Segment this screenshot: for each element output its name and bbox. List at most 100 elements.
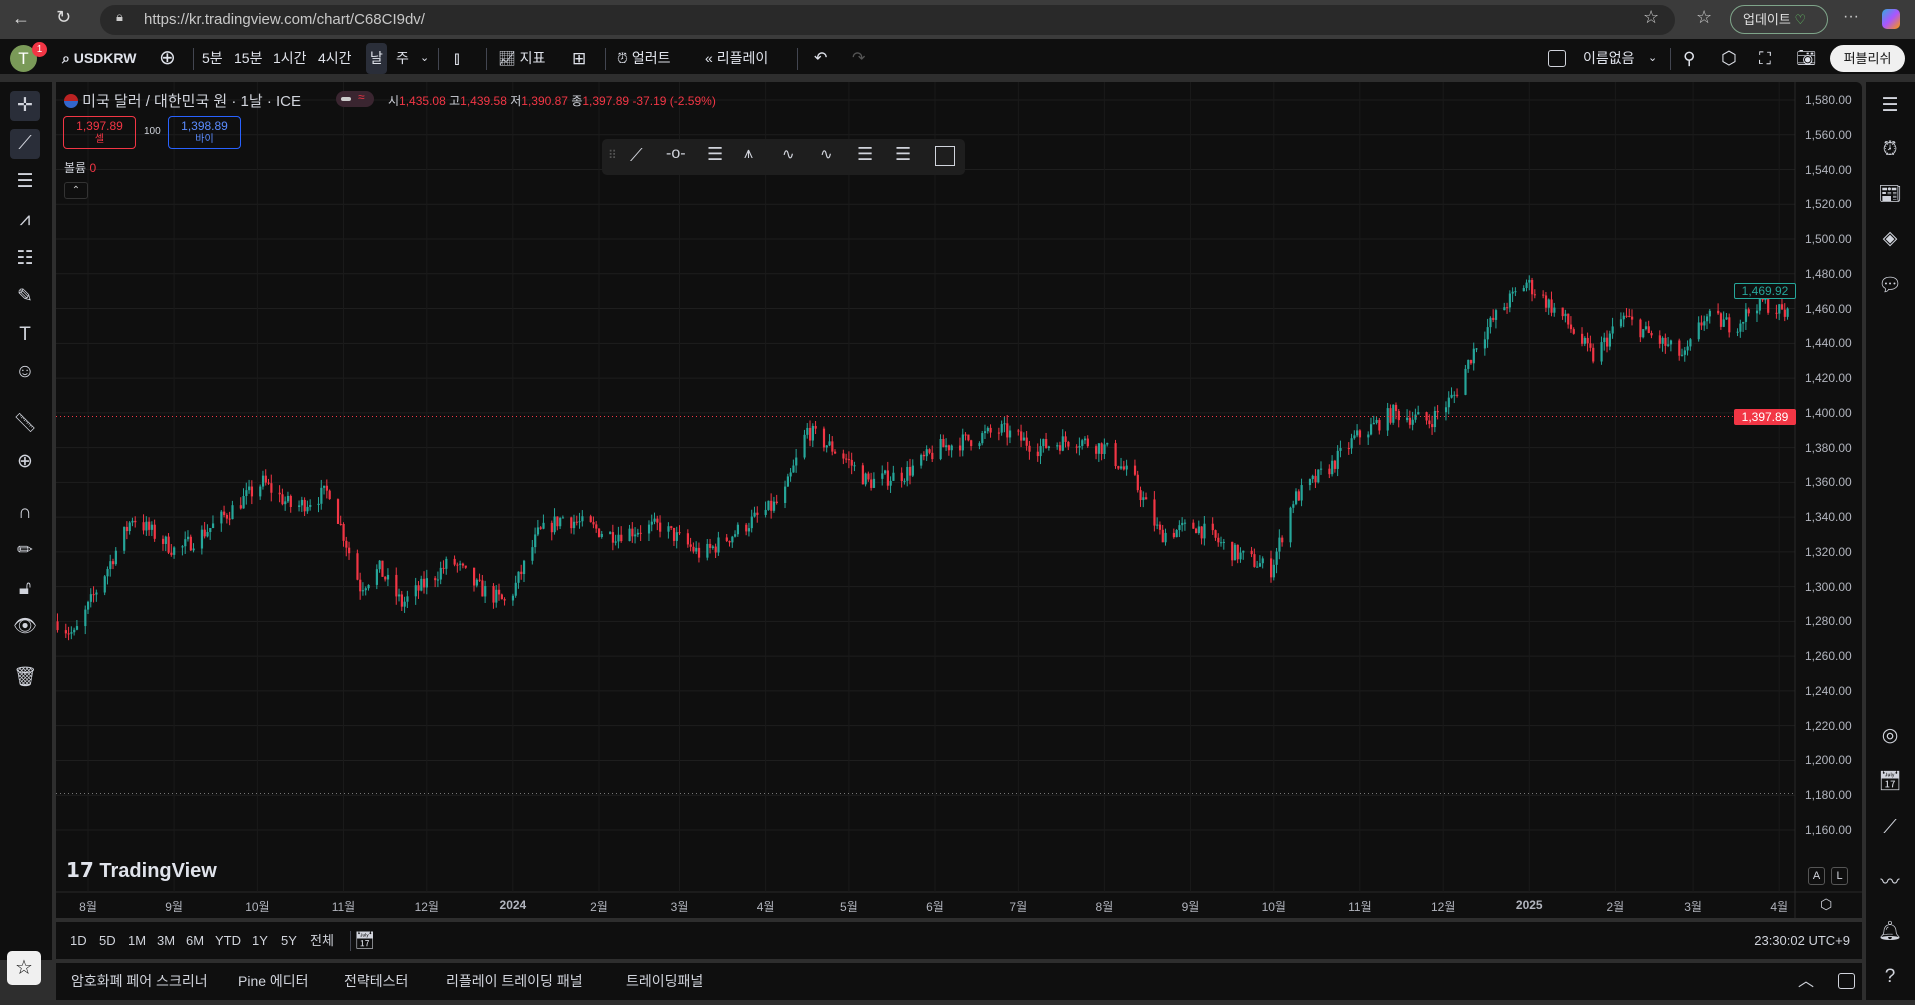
bottom-tab[interactable]: 전략테스터 [344,973,409,989]
range-6M[interactable]: 6M [186,933,205,948]
crosshair-icon[interactable]: ✛ [10,91,40,121]
bell-icon[interactable]: 🔔︎ [1877,921,1903,942]
bottom-tab[interactable]: 암호화폐 페어 스크리너 [71,973,208,989]
range-1Y[interactable]: 1Y [252,933,268,948]
address-bar[interactable]: https://kr.tradingview.com/chart/C68CI9d… [100,5,1675,35]
templates-grid-icon[interactable]: ⊞ [572,49,587,68]
goto-date-icon[interactable]: 📅︎ [354,931,376,950]
maximize-panel-icon[interactable] [1838,973,1855,989]
auto-scale-button[interactable]: A [1808,867,1825,885]
favorites-icon[interactable]: ☆ [1696,7,1713,27]
chat-icon[interactable]: 💬︎ [1877,275,1903,296]
interval-1w[interactable]: 주 [396,50,409,66]
reload-icon[interactable]: ↻ [56,7,72,27]
interval-5m[interactable]: 5분 [202,50,223,66]
abc-pattern-icon[interactable]: ∿ [820,146,833,163]
brush-icon[interactable]: ✎ [17,286,33,307]
range-5Y[interactable]: 5Y [281,933,297,948]
bottom-tab[interactable]: 트레이딩패널 [626,973,704,989]
compare-plus-icon[interactable]: ⊕ [159,47,176,69]
publish-button[interactable]: 퍼블리쉬 [1830,45,1905,72]
redo-icon[interactable]: ↷ [852,50,866,67]
fib-icon[interactable]: ☰ [16,171,34,192]
buy-button[interactable]: 1,398.89 바이 [168,116,241,149]
trend-line-icon[interactable]: ⟋ [10,129,40,159]
ruler-icon[interactable]: 📏︎ [12,413,38,434]
alert-button[interactable]: ⏰︎ 얼러트 [617,39,670,78]
fib-extension-icon[interactable]: ☰ [895,144,912,164]
symbol-title[interactable]: 미국 달러 / 대한민국 원 · 1날 · ICE [64,90,301,111]
bottom-tab[interactable]: 리플레이 트레이딩 패널 [446,973,583,989]
more-icon[interactable]: ··· [1843,8,1859,25]
range-5D[interactable]: 5D [99,933,116,948]
camera-icon[interactable]: 📷︎ [1796,50,1817,67]
undo-icon[interactable]: ↶ [814,50,828,67]
clock[interactable]: 23:30:02 UTC+9 [1754,933,1850,948]
calendar-icon[interactable]: 📅︎ [1877,771,1903,792]
target-icon[interactable]: ◎ [1881,725,1899,746]
volume-legend[interactable]: 볼륨 0 [64,159,96,176]
elliott-wave-icon[interactable]: ∿ [782,146,795,163]
favorite-star-icon[interactable]: ☆ [1643,7,1660,27]
range-3M[interactable]: 3M [157,933,176,948]
quick-search-icon[interactable]: ⚲ [1683,49,1696,68]
interval-1d[interactable]: 날 [366,43,387,74]
range-1D[interactable]: 1D [70,933,87,948]
trash-icon[interactable]: 🗑︎ [12,667,38,688]
stream-icon[interactable]: 〰 [1880,872,1900,893]
replay-button[interactable]: « 리플레이 [705,39,768,78]
copilot-icon[interactable] [1882,9,1900,29]
collapse-legend-button[interactable]: ⌃ [64,182,88,199]
axis-settings-icon[interactable]: ⬡ [1820,896,1833,912]
fullscreen-icon[interactable]: ⛶ [1759,49,1771,68]
range-YTD[interactable]: YTD [215,933,241,948]
alerts-clock-icon[interactable]: ⏰︎ [1882,139,1898,160]
lock-icon[interactable]: 🔒︎ [116,9,123,24]
bottom-tab[interactable]: Pine 에디터 [238,973,309,989]
trend-line-icon[interactable]: ⟋ [630,145,643,165]
range-1M[interactable]: 1M [128,933,147,948]
range-전체[interactable]: 전체 [310,933,334,948]
watchlist-icon[interactable]: ☰ [1881,95,1899,116]
eye-icon[interactable]: 👁︎ [12,616,38,637]
lock-drawing-icon[interactable]: ✏︎ [17,540,33,561]
horizontal-ray-icon[interactable]: -o- [666,145,686,162]
log-scale-button[interactable]: L [1831,867,1848,885]
fib-retracement-icon[interactable]: ☰ [857,144,874,164]
strategy-icon[interactable]: ⟋ [1883,817,1897,838]
text-icon[interactable]: T [19,324,31,345]
rectangle-icon[interactable] [935,146,955,166]
news-icon[interactable]: 📰︎ [1877,184,1903,205]
symbol-search[interactable]: ⌕ USDKRW [62,39,136,78]
chevron-down-icon[interactable]: ⌄ [420,52,430,64]
layers-icon[interactable]: ◈ [1882,228,1898,249]
market-status-badge[interactable]: ≈ [336,90,374,107]
candles-icon[interactable]: ⫾ [454,48,460,68]
emoji-icon[interactable]: ☺ [15,361,35,382]
zoom-in-icon[interactable]: ⊕ [17,451,33,472]
favorites-star-button[interactable]: ☆ [7,951,41,985]
chart-pane[interactable] [56,82,1862,918]
magnet-icon[interactable]: ∩ [18,502,32,523]
settings-gear-icon[interactable]: ⬡ [1721,48,1737,68]
pattern-icon[interactable]: ⩘ [19,209,31,230]
prediction-icon[interactable]: ☷ [16,248,34,269]
chevron-up-icon[interactable]: ︿ [1798,973,1815,990]
interval-1h[interactable]: 1시간 [273,50,307,66]
chevron-down-icon[interactable]: ⌄ [1648,52,1658,64]
tradingview-logo[interactable]: 𝟭𝟳 TradingView [66,858,217,883]
update-button[interactable]: 업데이트 ♡ [1730,5,1828,34]
pitchfork-icon[interactable]: ⩚ [744,145,754,162]
back-icon[interactable]: ← [12,8,30,28]
price-chart[interactable] [56,82,1862,918]
lock-icon[interactable]: 🔓︎ [18,578,32,599]
layout-square-icon[interactable] [1548,50,1566,67]
layout-name-button[interactable]: 이름없음 [1583,50,1635,66]
help-icon[interactable]: ? [1884,966,1896,987]
drag-handle-icon[interactable]: ⠿ [608,148,617,162]
sell-button[interactable]: 1,397.89 셀 [63,116,136,149]
indicators-button[interactable]: 📈︎ 지표 [498,39,545,78]
interval-15m[interactable]: 15분 [234,50,263,66]
interval-4h[interactable]: 4시간 [318,50,352,66]
parallel-channel-icon[interactable]: ☰ [707,144,724,164]
